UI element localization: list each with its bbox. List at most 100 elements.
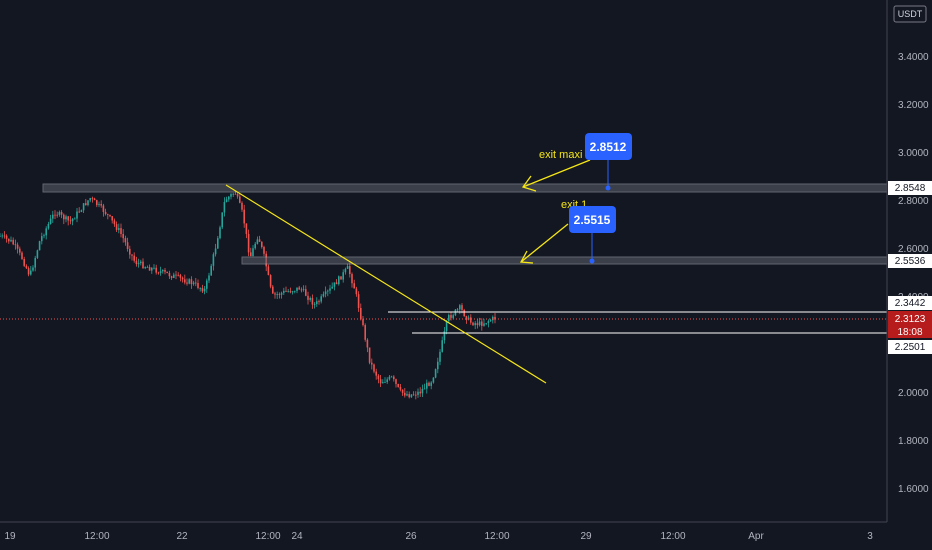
candle-body	[322, 294, 325, 297]
candle-body	[76, 211, 78, 219]
candle-body	[324, 291, 327, 295]
price-tick-label: 3.2000	[898, 100, 929, 111]
time-axis[interactable]: 19 12:00 22 12:00 24 26 12:00 29 12:00 Apr 3	[0, 521, 932, 550]
candle-body	[131, 254, 133, 256]
time-tick-label: 3	[867, 531, 873, 542]
trendline[interactable]	[225, 184, 547, 384]
svg-text:2.3442: 2.3442	[895, 298, 926, 309]
candle-body	[445, 320, 448, 332]
candle-body	[43, 235, 45, 237]
candle-body	[129, 248, 131, 255]
candle-body	[5, 235, 8, 239]
candle-body	[151, 267, 153, 271]
candle-body	[166, 271, 168, 274]
candle-body	[261, 241, 263, 248]
arrow-exit-1[interactable]	[519, 223, 569, 264]
candle-body	[327, 290, 329, 292]
candle-body	[228, 196, 230, 200]
candle-body	[69, 220, 72, 222]
candle-body	[481, 321, 483, 326]
candle-body	[439, 351, 441, 362]
candle-body	[87, 200, 89, 206]
candle-body	[74, 218, 76, 220]
candle-body	[318, 301, 320, 303]
candle-body	[448, 315, 450, 321]
time-tick-label: 22	[176, 531, 188, 542]
price-tag-support: 2.2501	[888, 340, 932, 354]
candle-body	[126, 242, 129, 249]
candle-body	[133, 255, 135, 261]
arrow-exit-maxi[interactable]	[521, 159, 591, 192]
currency-box[interactable]: USDT	[893, 5, 927, 23]
price-tick-label: 1.6000	[898, 484, 929, 495]
candle-body	[368, 347, 371, 363]
candle-body	[56, 214, 58, 216]
candle-body	[199, 287, 201, 289]
candle-body	[408, 394, 410, 398]
zone-exit-1[interactable]	[241, 256, 888, 265]
candle-body	[379, 379, 382, 384]
svg-text:2.2501: 2.2501	[895, 342, 926, 353]
candle-body	[285, 290, 287, 292]
candle-body	[146, 267, 149, 268]
candle-body	[217, 238, 219, 249]
candle-body	[384, 382, 386, 383]
candle-body	[386, 379, 388, 383]
candle-body	[252, 248, 254, 257]
candle-body	[71, 218, 74, 222]
candle-body	[49, 218, 52, 225]
candle-body	[186, 282, 188, 284]
candle-body	[232, 193, 234, 195]
candle-body	[313, 304, 316, 305]
candle-body	[111, 216, 113, 221]
candle-body	[276, 294, 278, 295]
candle-body	[283, 290, 285, 293]
candle-body	[104, 211, 107, 215]
candle-body	[333, 282, 336, 287]
time-tick-label: 12:00	[84, 531, 109, 542]
candle-body	[399, 386, 402, 390]
candle-body	[434, 369, 437, 378]
price-tick-label: 3.0000	[898, 148, 929, 159]
candle-body	[247, 233, 250, 253]
candle-body	[450, 315, 452, 318]
candle-body	[437, 361, 439, 370]
candle-body	[362, 319, 364, 326]
candle-body	[109, 214, 111, 217]
candle-body	[461, 305, 463, 310]
candle-body	[256, 239, 259, 244]
callout-target-1[interactable]: 2.5515	[569, 206, 616, 264]
candle-body	[10, 239, 12, 242]
candle-body	[373, 364, 375, 372]
candle-body	[208, 275, 210, 281]
candle-body	[360, 308, 362, 320]
candle-body	[395, 379, 397, 385]
candle-body	[406, 394, 408, 396]
candle-body	[179, 275, 182, 278]
candle-body	[296, 287, 298, 291]
time-tick-label: 12:00	[255, 531, 280, 542]
candle-body	[78, 211, 80, 213]
zone-exit-maxi[interactable]	[42, 183, 888, 193]
candle-body	[157, 272, 160, 274]
candle-body	[113, 220, 116, 225]
candle-body	[428, 382, 430, 386]
candle-body	[289, 291, 292, 293]
candle-body	[107, 214, 109, 215]
candle-body	[210, 265, 212, 276]
candle-body	[197, 283, 199, 289]
candle-body	[32, 267, 34, 271]
candle-body	[375, 371, 377, 376]
candle-body	[412, 394, 415, 396]
candle-body	[223, 202, 226, 213]
candle-body	[21, 252, 23, 260]
candle-body	[272, 286, 274, 294]
candle-body	[329, 288, 331, 291]
candle-body	[452, 315, 454, 318]
candle-body	[41, 236, 43, 242]
callout-target-max[interactable]: 2.8512	[585, 133, 632, 191]
price-tag-resistance: 2.3442	[888, 296, 932, 310]
candle-countdown: 18:08	[897, 327, 922, 338]
candle-body	[12, 239, 14, 245]
